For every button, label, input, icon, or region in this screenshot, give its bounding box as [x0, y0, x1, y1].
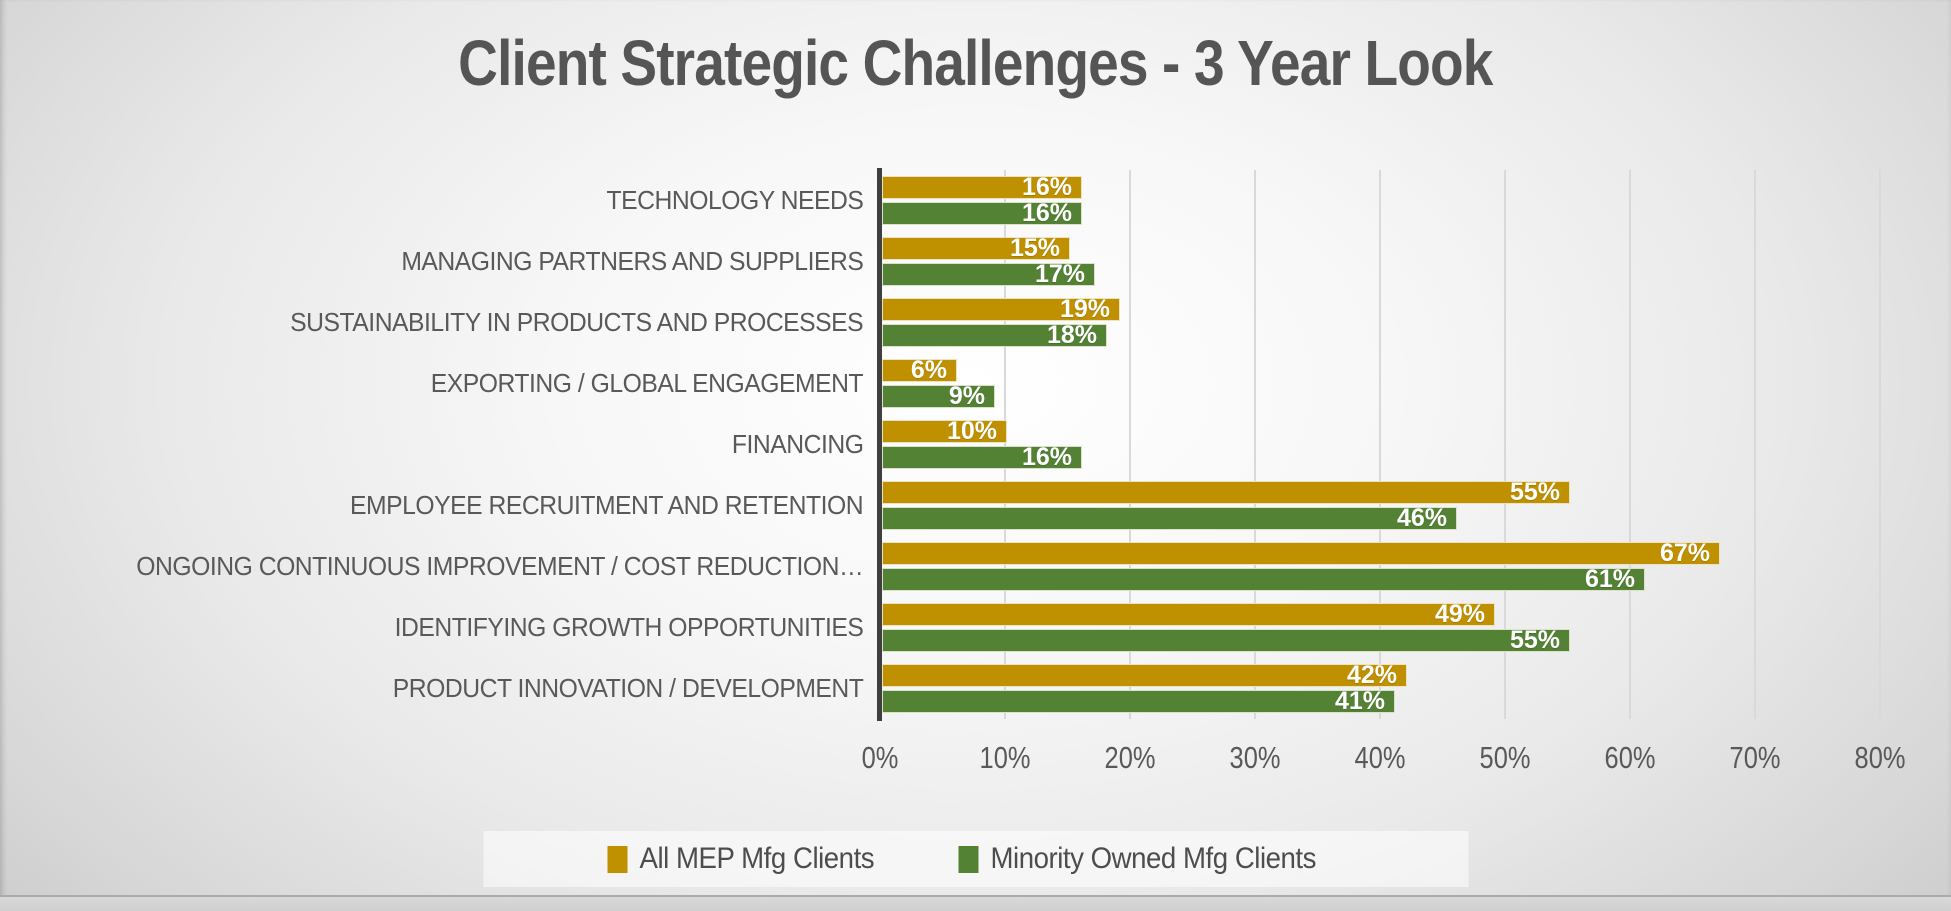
x-tick-label-0%: 0%	[861, 740, 899, 775]
gridline-70%	[1754, 170, 1756, 719]
data-label: 16%	[1021, 172, 1072, 201]
gridline-80%	[1879, 170, 1881, 719]
gridline-40%	[1379, 170, 1381, 719]
gridline-60%	[1629, 170, 1631, 719]
data-label: 16%	[1021, 442, 1072, 471]
data-label: 10%	[946, 416, 997, 445]
category-label: ONGOING CONTINUOUS IMPROVEMENT / COST RE…	[136, 551, 863, 581]
bar-series-0-row-8[interactable]: 42%	[882, 660, 1407, 688]
bar-series-0-row-1[interactable]: 15%	[882, 233, 1070, 261]
chart-legend: All MEP Mfg Clients Minority Owned Mfg C…	[483, 831, 1468, 887]
gridline-20%	[1129, 170, 1131, 719]
data-label: 18%	[1046, 320, 1097, 349]
bar-series-1-row-1[interactable]: 17%	[882, 259, 1095, 287]
gridline-50%	[1504, 170, 1506, 719]
data-label: 6%	[910, 355, 947, 384]
chart-title-text: Client Strategic Challenges - 3 Year Loo…	[458, 27, 1493, 99]
data-label: 17%	[1034, 259, 1085, 288]
legend-item-all-mep[interactable]: All MEP Mfg Clients	[607, 842, 894, 876]
category-label: FINANCING	[731, 429, 863, 459]
category-label: IDENTIFYING GROWTH OPPORTUNITIES	[394, 612, 863, 642]
x-tick-label-10%: 10%	[979, 740, 1031, 775]
bar-series-0-row-6[interactable]: 67%	[882, 538, 1720, 566]
x-tick-label-20%: 20%	[1104, 740, 1156, 775]
legend-label-1: Minority Owned Mfg Clients	[990, 842, 1316, 875]
data-label: 46%	[1396, 503, 1447, 532]
bar-series-0-row-7[interactable]: 49%	[882, 599, 1495, 627]
chart-title[interactable]: Client Strategic Challenges - 3 Year Loo…	[0, 26, 1951, 100]
category-label: MANAGING PARTNERS AND SUPPLIERS	[400, 246, 863, 276]
data-label: 42%	[1346, 660, 1397, 689]
legend-swatch-1	[958, 845, 979, 873]
bar-series-0-row-5[interactable]: 55%	[882, 477, 1570, 505]
data-label: 55%	[1509, 625, 1560, 654]
slide-bottom-edge-line	[0, 895, 1951, 897]
data-label: 61%	[1584, 564, 1635, 593]
data-label: 15%	[1009, 233, 1060, 262]
data-label: 67%	[1659, 538, 1710, 567]
x-tick-label-60%: 60%	[1604, 740, 1656, 775]
bar-series-1-row-8[interactable]: 41%	[882, 686, 1395, 714]
legend-item-minority-owned[interactable]: Minority Owned Mfg Clients	[958, 842, 1344, 876]
data-label: 19%	[1059, 294, 1110, 323]
value-axis-line	[877, 168, 882, 721]
x-tick-label-50%: 50%	[1479, 740, 1531, 775]
bar-series-1-row-6[interactable]: 61%	[882, 564, 1645, 592]
bar-series-0-row-0[interactable]: 16%	[882, 172, 1082, 200]
x-tick-label-70%: 70%	[1729, 740, 1781, 775]
bar-series-1-row-0[interactable]: 16%	[882, 198, 1082, 226]
legend-label-0: All MEP Mfg Clients	[639, 842, 874, 875]
category-label: EMPLOYEE RECRUITMENT AND RETENTION	[349, 490, 864, 520]
category-label: TECHNOLOGY NEEDS	[606, 185, 863, 215]
bar-series-0-row-4[interactable]: 10%	[882, 416, 1007, 444]
bar-series-0-row-3[interactable]: 6%	[882, 355, 957, 383]
bar-series-1-row-5[interactable]: 46%	[882, 503, 1457, 531]
bar-series-1-row-2[interactable]: 18%	[882, 320, 1107, 348]
gridline-10%	[1004, 170, 1006, 719]
legend-swatch-0	[607, 845, 628, 873]
gridline-30%	[1254, 170, 1256, 719]
x-tick-label-30%: 30%	[1229, 740, 1281, 775]
data-label: 49%	[1434, 599, 1485, 628]
x-tick-label-40%: 40%	[1354, 740, 1406, 775]
x-tick-label-80%: 80%	[1854, 740, 1906, 775]
data-label: 41%	[1334, 686, 1385, 715]
bar-series-0-row-2[interactable]: 19%	[882, 294, 1120, 322]
bar-series-1-row-3[interactable]: 9%	[882, 381, 995, 409]
category-label: EXPORTING / GLOBAL ENGAGEMENT	[430, 368, 864, 398]
bar-series-1-row-7[interactable]: 55%	[882, 625, 1570, 653]
category-label: SUSTAINABILITY IN PRODUCTS AND PROCESSES	[289, 307, 864, 337]
category-label: PRODUCT INNOVATION / DEVELOPMENT	[392, 673, 863, 703]
data-label: 55%	[1509, 477, 1560, 506]
bar-series-1-row-4[interactable]: 16%	[882, 442, 1082, 470]
slide-bottom-band	[0, 897, 1951, 911]
data-label: 16%	[1021, 198, 1072, 227]
data-label: 9%	[948, 381, 985, 410]
